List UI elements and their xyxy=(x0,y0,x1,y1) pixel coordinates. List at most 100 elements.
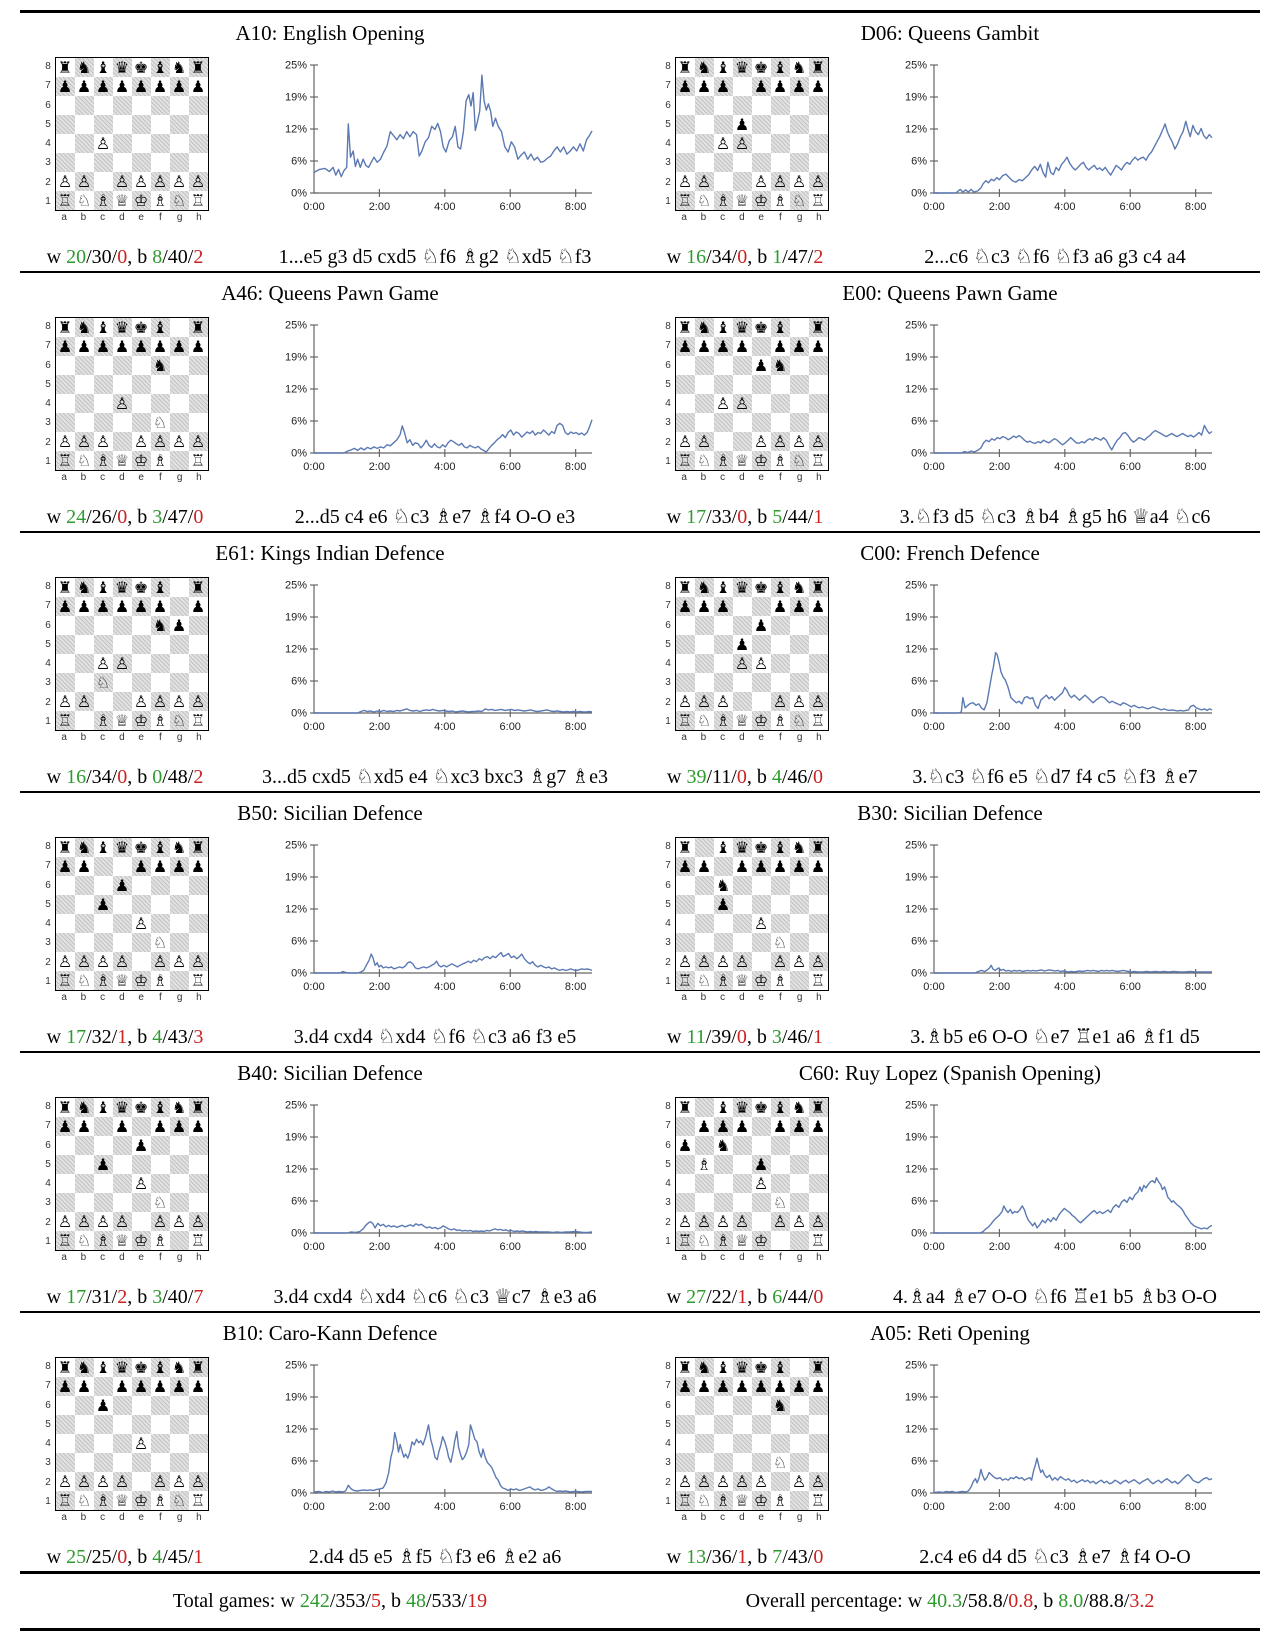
x-axis-tick-label: 6:00 xyxy=(1120,461,1141,473)
x-axis-tick-label: 2:00 xyxy=(369,721,390,733)
board-square: ♗ xyxy=(713,451,733,470)
board-square: ♙ xyxy=(676,1472,695,1491)
board-square: ♖ xyxy=(809,711,828,730)
board-square: ♘ xyxy=(75,1231,94,1250)
black-pawn-icon: ♟ xyxy=(152,77,168,96)
board-square xyxy=(714,1396,733,1415)
x-axis-tick-label: 8:00 xyxy=(1185,1241,1206,1253)
y-axis-tick-label: 0% xyxy=(291,968,307,980)
board-square xyxy=(56,394,75,413)
white-knight-icon: ♘ xyxy=(772,1453,788,1472)
white-wins-value: 24 xyxy=(66,506,87,528)
white-rook-icon: ♖ xyxy=(190,191,206,210)
x-axis-tick-label: 6:00 xyxy=(1120,981,1141,993)
board-square xyxy=(676,356,695,375)
board-square xyxy=(808,616,828,635)
board-square: ♜ xyxy=(808,318,828,337)
black-pawn-icon: ♟ xyxy=(114,597,130,616)
board-square xyxy=(695,375,714,394)
board-square xyxy=(809,1193,828,1212)
chart-line xyxy=(934,964,1212,974)
file-label: e xyxy=(138,472,144,483)
white-pawn-icon: ♙ xyxy=(677,432,693,451)
rank-label: 6 xyxy=(665,1399,671,1411)
file-label: a xyxy=(61,472,67,483)
rank-label: 1 xyxy=(45,1235,51,1247)
file-label: b xyxy=(700,472,707,483)
board-square xyxy=(770,96,790,115)
x-axis-tick-label: 0:00 xyxy=(923,201,944,213)
board-square xyxy=(189,1415,208,1434)
white-knight-icon: ♘ xyxy=(696,451,712,470)
rank-label: 1 xyxy=(45,715,51,727)
results-chart: 25%19%12%6%0%0:00 2:00 4:00 6:00 8:00 xyxy=(905,580,1213,733)
white-queen-icon: ♕ xyxy=(114,191,130,210)
black-pawn-icon: ♟ xyxy=(57,1117,73,1136)
board-square: ♜ xyxy=(808,1358,828,1377)
board-square: ♟ xyxy=(132,1136,151,1155)
board-square: ♙ xyxy=(94,1212,113,1231)
board-square: ♙ xyxy=(808,1472,828,1491)
white-draws-value: 22 xyxy=(711,1286,732,1308)
stats-line: w 20/30/0, b 8/40/2 xyxy=(46,246,204,268)
chart-line xyxy=(314,1220,593,1234)
black-pawn-icon: ♟ xyxy=(152,597,168,616)
rank-label: 2 xyxy=(665,696,671,708)
x-axis-tick-label: 4:00 xyxy=(434,1241,455,1253)
board-square xyxy=(93,1377,113,1396)
board-square: ♖ xyxy=(675,971,695,990)
black-pawn-icon: ♟ xyxy=(133,1377,149,1396)
white-draws-value: 39 xyxy=(711,1026,732,1048)
board-square: ♚ xyxy=(752,58,771,77)
board-square xyxy=(771,153,790,172)
board-square xyxy=(132,134,151,153)
black-losses-value: 3.2 xyxy=(1129,1589,1155,1612)
file-label: d xyxy=(119,992,125,1003)
board-square xyxy=(713,115,733,134)
x-axis-tick-label: 4:00 xyxy=(434,461,455,473)
white-pawn-icon: ♙ xyxy=(171,1472,187,1491)
board-square: ♕ xyxy=(733,1231,752,1250)
board-square: ♙ xyxy=(808,1212,828,1231)
board-square xyxy=(752,1136,771,1155)
board-square: ♙ xyxy=(676,172,695,191)
white-rook-icon: ♖ xyxy=(190,971,206,990)
board-square: ♜ xyxy=(808,58,828,77)
board-square xyxy=(789,673,809,692)
board-square: ♝ xyxy=(770,838,790,857)
board-square xyxy=(694,654,714,673)
board-square: ♝ xyxy=(94,578,113,597)
y-axis-tick-label: 25% xyxy=(905,1360,927,1372)
board-square xyxy=(74,876,94,895)
black-bishop-icon: ♝ xyxy=(715,578,731,597)
x-axis-tick-label: 8:00 xyxy=(565,1501,586,1513)
black-pawn-icon: ♟ xyxy=(190,1117,206,1136)
black-wins-value: 3 xyxy=(152,506,163,528)
board-square xyxy=(790,1174,809,1193)
rank-label: 1 xyxy=(45,975,51,987)
board-square xyxy=(94,876,113,895)
board-square: ♔ xyxy=(131,1491,151,1510)
board-square: ♝ xyxy=(94,838,113,857)
white-pawn-icon: ♙ xyxy=(133,172,149,191)
black-losses-value: 2 xyxy=(193,246,204,268)
board-square: ♙ xyxy=(808,172,828,191)
board-square: ♔ xyxy=(751,1491,771,1510)
board-square: ♟ xyxy=(93,1155,113,1174)
white-pawn-icon: ♙ xyxy=(171,1212,187,1231)
white-rook-icon: ♖ xyxy=(57,1231,73,1250)
board-square: ♙ xyxy=(694,692,714,711)
chart-column: 25% 19% 12% 6% 0% 0:00 2:00 4:00 6:00 8:00 3.♗b5 … xyxy=(850,829,1260,1051)
board-square: ♟ xyxy=(55,1377,75,1396)
black-pawn-icon: ♟ xyxy=(772,597,788,616)
board-square: ♖ xyxy=(675,711,695,730)
board-square: ♙ xyxy=(112,1212,132,1231)
white-losses-value: 5 xyxy=(370,1589,381,1612)
x-axis-tick-label: 0:00 xyxy=(303,461,324,473)
panel-title: C60: Ruy Lopez (Spanish Opening) xyxy=(798,1061,1102,1085)
white-pawn-icon: ♙ xyxy=(152,952,168,971)
